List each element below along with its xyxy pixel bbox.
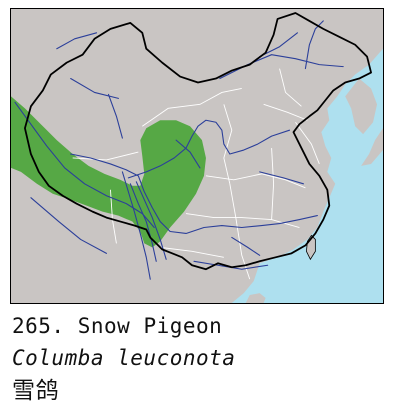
national-border	[24, 12, 372, 271]
species-common-name: Snow Pigeon	[77, 314, 223, 338]
species-number: 265.	[12, 314, 65, 338]
species-chinese-name: 雪鸽	[12, 378, 59, 404]
species-scientific-name: Columba leuconota	[12, 346, 236, 370]
rivers	[14, 20, 344, 280]
taiwan-outline	[306, 234, 316, 261]
japan	[361, 128, 383, 166]
hainan	[245, 293, 266, 303]
species-caption-number-name: 265. Snow Pigeon	[12, 314, 222, 338]
range-map	[10, 8, 384, 304]
species-range	[11, 96, 206, 248]
province-borders	[72, 68, 320, 280]
korea	[345, 78, 378, 135]
